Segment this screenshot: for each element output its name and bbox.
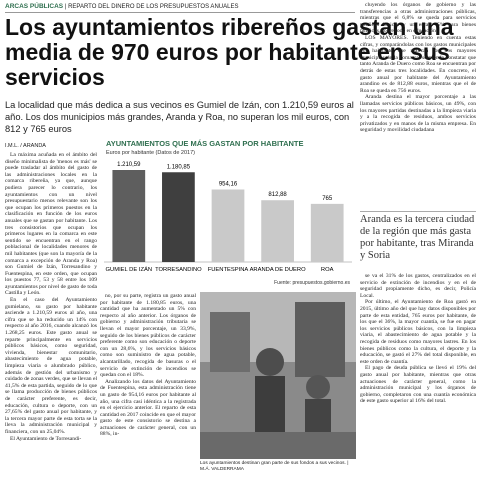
photo-caption: Los ayuntamientos destinan gran parte de… [200,461,349,472]
headline: Los ayuntamientos ribereños gastan una m… [5,14,454,90]
value-label: 1.180,85 [167,164,191,170]
x-tick-label: ROA [321,267,334,273]
paragraph: no, por su parte, registra un gasto anua… [100,293,196,379]
paragraph: La máxima acuñada en el ámbito del diseñ… [5,152,97,297]
bar [162,172,195,262]
subsection: REPARTO DEL DINERO DE LOS PRESUPUESTOS A… [68,4,239,10]
section: ARCAS PÚBLICAS [5,3,64,10]
chart: AYUNTAMIENTOS QUE MÁS GASTAN POR HABITAN… [100,138,356,290]
x-tick-label: FUENTESPINA [208,267,249,273]
value-label: 954,16 [219,181,238,187]
x-tick-label: TORRESANDINO [155,267,202,273]
photo [200,292,356,459]
x-tick-label: GUMIEL DE IZÁN [106,266,152,273]
chart-source: Fuente: presupuestos.gobierno.es [274,280,350,286]
paragraph: Aranda destina el mayor porcentaje a las… [360,94,476,134]
chart-title: AYUNTAMIENTOS QUE MÁS GASTAN POR HABITAN… [106,139,304,148]
paragraph: El Ayuntamiento de Torresandi- [10,435,82,442]
bar [112,170,146,262]
paragraph: Analizando los datos del Ayuntamiento de… [100,378,196,438]
column: no, por su parte, registra un gasto anua… [100,293,196,476]
chart-subtitle: Euros por habitante (Datos de 2017) [106,150,195,156]
byline: I.M.L. / ARANDA [5,143,46,149]
value-label: 1.210,59 [117,162,141,168]
paragraph: LOS MAYORES. Teniendo en cuenta estas ci… [360,34,476,94]
paragraph: El pago de deuda pública se llevó el 19%… [360,365,476,405]
column: La máxima acuñada en el ámbito del diseñ… [5,152,97,476]
bar [310,203,344,262]
section-header: ARCAS PÚBLICAS | REPARTO DEL DINERO DE L… [5,3,355,13]
paragraph: se va el 31% de los gastos, centralizado… [360,273,476,299]
paragraph: Por último, el Ayuntamiento de Roa gastó… [360,299,476,365]
value-label: 765 [322,196,333,202]
column: cluyendo los órganos de gobierno y las t… [360,2,476,207]
x-tick-label: ARANDA DE DUERO [250,267,307,273]
pullquote: Aranda es la tercera ciudad de la región… [360,211,476,272]
column: se va el 31% de los gastos, centralizado… [360,273,476,476]
subhead: La localidad que más dedica a sus vecino… [5,100,354,134]
paragraph: En el caso del Ayuntamiento gumielano, s… [5,297,97,435]
value-label: 812,88 [268,192,287,198]
paragraph: cluyendo los órganos de gobierno y las t… [360,2,476,35]
bar [261,200,294,262]
bar [211,189,245,262]
